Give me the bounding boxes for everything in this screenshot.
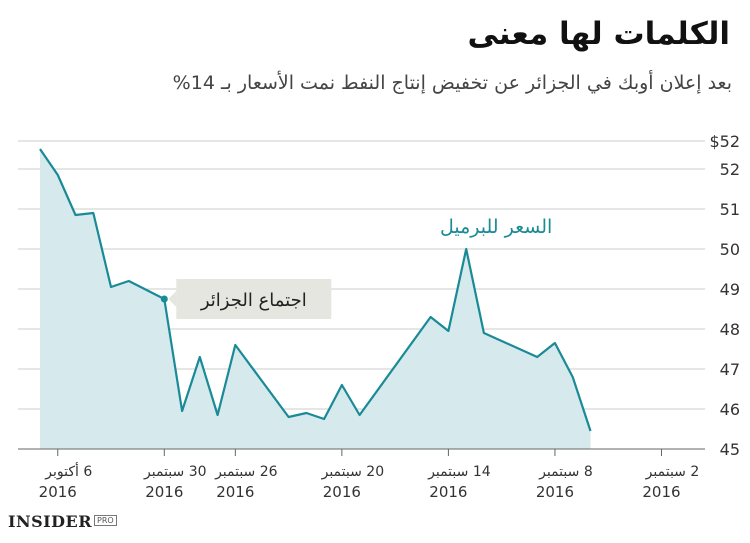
x-tick-label: 30 سبتمبر (143, 464, 207, 480)
y-tick-label: 48 (720, 320, 740, 339)
x-tick-year: 2016 (323, 483, 361, 501)
x-tick-label: 8 سبتمبر (538, 464, 593, 480)
x-tick-label: 6 أكتوبر (44, 462, 92, 480)
y-tick-label: 47 (720, 360, 740, 379)
x-tick-year: 2016 (536, 483, 574, 501)
y-tick-label: 52 (720, 160, 740, 179)
x-tick-label: 26 سبتمبر (214, 464, 278, 480)
series-label: السعر للبرميل (440, 216, 552, 238)
y-axis: $52 52 51 50 49 48 47 46 45 (709, 132, 740, 459)
x-axis-labels: 6 أكتوبر 2016 30 سبتمبر 2016 26 سبتمبر 2016 20… (39, 462, 700, 501)
series-line (39, 148, 592, 432)
y-tick-label: 45 (720, 440, 740, 459)
logo-badge: PRO (94, 515, 117, 526)
series-area-fill (40, 149, 591, 449)
x-tick-year: 2016 (216, 483, 254, 501)
x-tick-year: 2016 (39, 483, 77, 501)
x-tick-year: 2016 (642, 483, 680, 501)
logo-text: INSIDER (8, 512, 93, 531)
x-tick-year: 2016 (145, 483, 183, 501)
annotation-pointer (168, 291, 177, 307)
chart-title: الكلمات لها معنى (467, 16, 730, 52)
annotation-box (176, 279, 332, 319)
x-tick-year: 2016 (429, 483, 467, 501)
y-tick-label: 51 (720, 200, 740, 219)
series-area (39, 148, 592, 449)
annotation-label: اجتماع الجزائر (200, 290, 307, 311)
annotations: اجتماع الجزائر السعر للبرميل (160, 216, 552, 319)
y-tick-label: $52 (709, 132, 740, 151)
insider-pro-logo: INSIDER PRO (8, 512, 117, 531)
x-tick-label: 2 سبتمبر (645, 464, 700, 480)
y-tick-label: 50 (720, 240, 740, 259)
x-tick-label: 20 سبتمبر (321, 464, 385, 480)
x-tick-label: 14 سبتمبر (427, 464, 491, 480)
x-axis (18, 448, 705, 456)
y-tick-label: 49 (720, 280, 740, 299)
annotation-marker (160, 295, 168, 303)
chart-subtitle: بعد إعلان أوبك في الجزائر عن تخفيض إنتاج… (172, 72, 732, 94)
y-tick-label: 46 (720, 400, 740, 419)
